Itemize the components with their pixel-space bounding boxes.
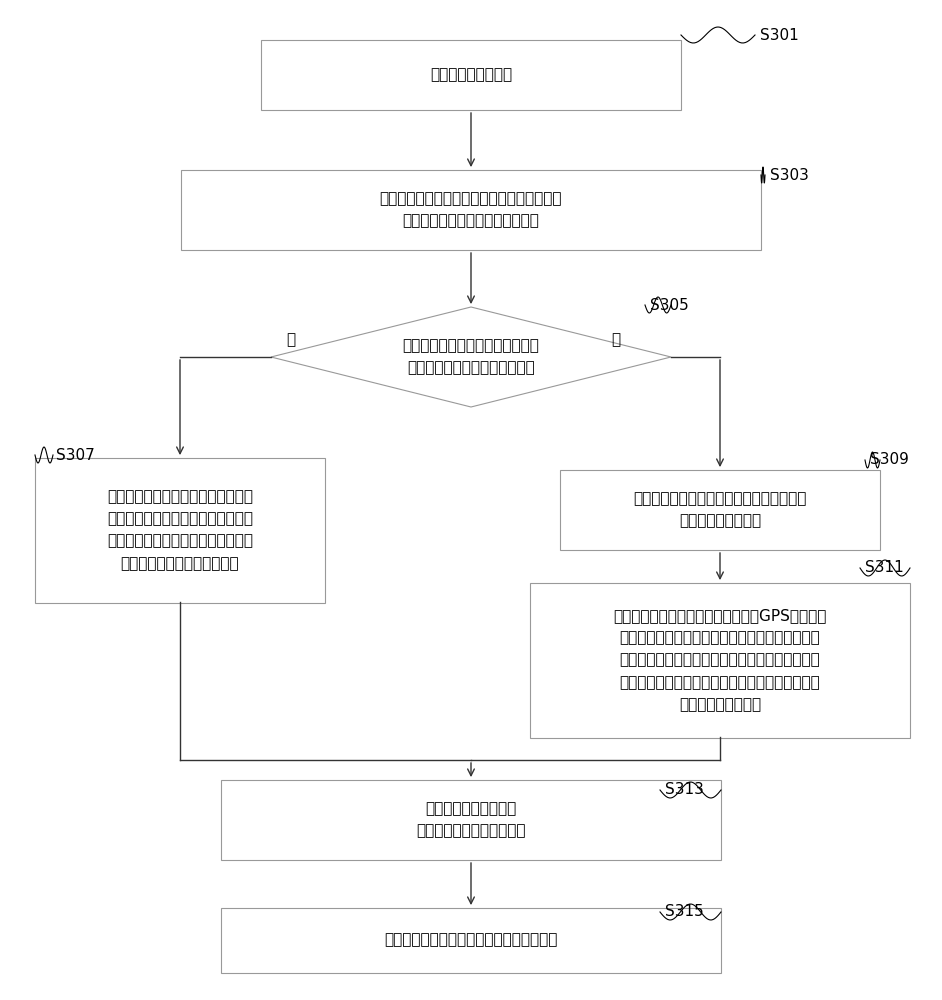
Text: 是: 是 [286,332,295,347]
Bar [530,582,910,738]
Text: 对采集的所述交通信号灯图像进行图像解析，
以解析得到交通信号灯的亮灯颜色: 对采集的所述交通信号灯图像进行图像解析， 以解析得到交通信号灯的亮灯颜色 [380,191,562,229]
Text: S315: S315 [665,904,704,920]
Text: 采集交通信号灯图像: 采集交通信号灯图像 [430,68,512,83]
Text: S311: S311 [865,560,903,576]
Text: S313: S313 [665,782,704,798]
Text: S305: S305 [650,298,689,312]
Bar [560,470,880,550]
Bar [221,780,721,860]
Text: 否: 否 [611,332,620,347]
Text: S301: S301 [760,27,799,42]
Text: 判断解析出的交通信号灯图像中的
交通信号灯是否显示有时间信息: 判断解析出的交通信号灯图像中的 交通信号灯是否显示有时间信息 [402,338,540,376]
Bar [221,908,721,972]
Text: 根据亮灯颜色及当前显示的时间信息
并结合车辆的当前车速来判定车辆是
否能通过交通路口，获得是否能通过
交通路口的交通状况判断结果: 根据亮灯颜色及当前显示的时间信息 并结合车辆的当前车速来判定车辆是 否能通过交通… [107,489,253,571]
Text: 按照设置的信息输出方式输出交通提醒信息: 按照设置的信息输出方式输出交通提醒信息 [384,932,558,948]
Text: 至远端的大数据交通管理系统中查询当前地
点的红绿灯设置信息: 至远端的大数据交通管理系统中查询当前地 点的红绿灯设置信息 [633,491,806,529]
Polygon shape [271,307,671,407]
Text: 根据交通灯的亮灯颜色、车辆当前的GPS位置信息
、以及当前地点的红绿灯设置信息，通过对比当前
时间、红绿灯的状态以及车辆的当前车速来判定车
辆是否能通过交通路口: 根据交通灯的亮灯颜色、车辆当前的GPS位置信息 、以及当前地点的红绿灯设置信息，… [613,608,827,712]
Text: 根据交通状况判定结果
而产生对应的交通提醒信息: 根据交通状况判定结果 而产生对应的交通提醒信息 [416,801,526,839]
Text: S303: S303 [770,167,809,182]
Bar [261,40,681,110]
Text: S309: S309 [870,452,909,468]
Text: S307: S307 [56,448,95,462]
Bar [35,458,325,602]
Bar [181,170,761,250]
